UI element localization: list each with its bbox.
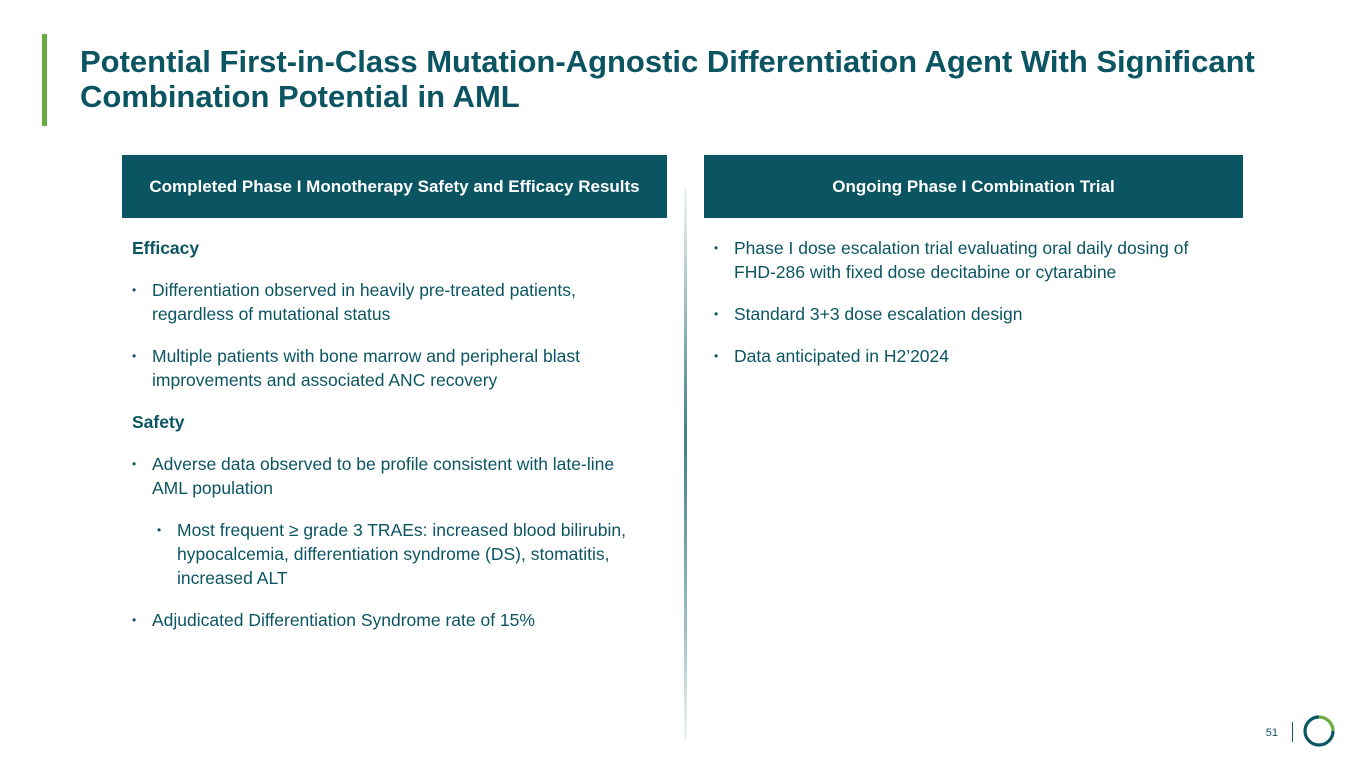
efficacy-bullet: • Multiple patients with bone marrow and… <box>132 346 581 390</box>
bullet-dot-icon: • <box>714 349 719 363</box>
bullet-dot-icon: • <box>714 307 719 321</box>
monotherapy-results-header-text: Completed Phase I Monotherapy Safety and… <box>149 177 640 196</box>
monotherapy-results-header: Completed Phase I Monotherapy Safety and… <box>122 155 667 218</box>
page-number: 51 <box>1265 727 1278 739</box>
combination-trial-column: • Phase I dose escalation trial evaluati… <box>714 236 1234 386</box>
bullet-dot-icon: • <box>132 613 137 627</box>
title-accent-bar <box>42 34 47 126</box>
combination-trial-header-text: Ongoing Phase I Combination Trial <box>832 177 1115 196</box>
bullet-dot-icon: • <box>132 349 137 363</box>
page-title: Potential First-in-Class Mutation-Agnost… <box>80 44 1255 114</box>
column-divider <box>684 188 687 740</box>
efficacy-bullet: • Differentiation observed in heavily pr… <box>132 280 576 324</box>
monotherapy-results-column: Efficacy • Differentiation observed in h… <box>132 236 652 650</box>
bullet-dot-icon: • <box>157 523 162 537</box>
bullet-dot-icon: • <box>714 241 719 255</box>
safety-heading: Safety <box>132 412 185 432</box>
circle-arc-logo-icon <box>1303 715 1335 747</box>
combination-bullet: • Phase I dose escalation trial evaluati… <box>714 238 1189 282</box>
safety-bullet: • Adverse data observed to be profile co… <box>132 454 615 498</box>
safety-bullet: • Adjudicated Differentiation Syndrome r… <box>132 610 535 630</box>
combination-trial-header: Ongoing Phase I Combination Trial <box>704 155 1243 218</box>
footer-divider <box>1292 722 1293 742</box>
combination-bullet: • Standard 3+3 dose escalation design <box>714 304 1023 324</box>
bullet-dot-icon: • <box>132 457 137 471</box>
combination-bullet: • Data anticipated in H2’2024 <box>714 346 950 366</box>
bullet-dot-icon: • <box>132 283 137 297</box>
efficacy-heading: Efficacy <box>132 238 200 258</box>
safety-sub-bullet: • Most frequent ≥ grade 3 TRAEs: increas… <box>157 520 626 588</box>
